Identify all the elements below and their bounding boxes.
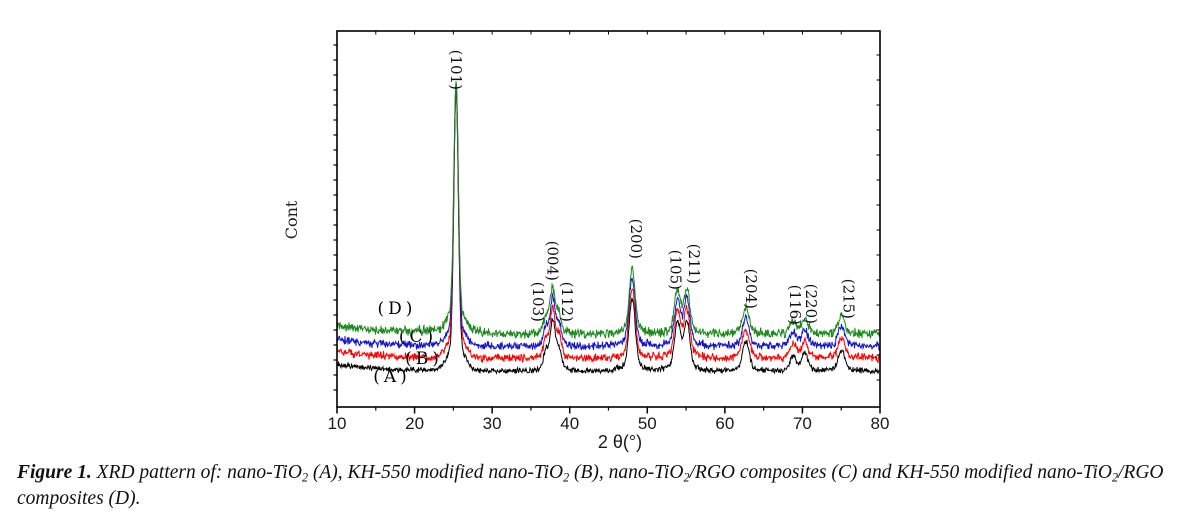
curve-label-D: (D)	[378, 299, 417, 319]
curve-label-B: (B)	[405, 349, 443, 369]
caption-segment: XRD pattern of: nano-TiO	[91, 462, 302, 483]
x-tick-label: 30	[483, 414, 502, 433]
figure-caption: Figure 1. XRD pattern of: nano-TiO2 (A),…	[17, 460, 1167, 512]
x-tick-label: 20	[405, 414, 424, 433]
peak-label-105: (105)	[667, 250, 685, 290]
peak-label-211: (211)	[685, 244, 703, 284]
caption-segment: (A), KH-550 modified nano-TiO	[307, 462, 564, 483]
figure-caption-text: XRD pattern of: nano-TiO2 (A), KH-550 mo…	[17, 462, 1164, 509]
caption-subscript: 2	[563, 470, 570, 485]
caption-subscript: 2	[1111, 470, 1119, 485]
peak-label-116: (116)	[786, 285, 804, 325]
caption-segment: /RGO composites (D).	[17, 462, 1164, 509]
peak-label-103: (103)	[529, 282, 547, 322]
series-curve-C	[336, 84, 881, 351]
xrd-chart: Cont (A) (B) (C) (D) 10 20 30 40 50 60 70 80 2 θ(°) (1…	[282, 30, 890, 452]
x-tick-label: 70	[793, 414, 812, 433]
peak-label-204: (204)	[742, 269, 760, 309]
peak-label-215: (215)	[840, 279, 858, 319]
x-axis-label: 2 θ(°)	[598, 432, 642, 452]
caption-segment: /RGO composites (C) and KH-550 modified …	[689, 462, 1112, 483]
caption-subscript: 2	[683, 470, 690, 485]
figure-caption-label: Figure 1.	[17, 462, 92, 483]
peak-label-112: (112)	[558, 282, 576, 322]
series-curve-A	[336, 88, 881, 375]
series-curve-B	[336, 86, 881, 364]
peak-label-101: (101)	[447, 50, 465, 90]
peak-label-200: (200)	[627, 219, 645, 259]
x-tick-label: 10	[328, 414, 347, 433]
x-tick-label: 40	[560, 414, 579, 433]
caption-subscript: 2	[301, 470, 308, 485]
y-axis-label: Cont	[282, 200, 301, 239]
peak-label-004: (004)	[544, 241, 562, 281]
peak-label-220: (220)	[802, 284, 820, 324]
series-curve-D	[336, 81, 881, 340]
x-tick-label: 80	[871, 414, 890, 433]
x-tick-label: 60	[715, 414, 734, 433]
curve-label-A: (A)	[373, 367, 411, 387]
caption-segment: (B), nano-TiO	[569, 462, 684, 483]
x-tick-label: 50	[638, 414, 657, 433]
xrd-plot-svg: Cont(A)(B)(C)(D)10 20 30 40 50 60 70 802 θ(°)(1…	[282, 30, 890, 452]
